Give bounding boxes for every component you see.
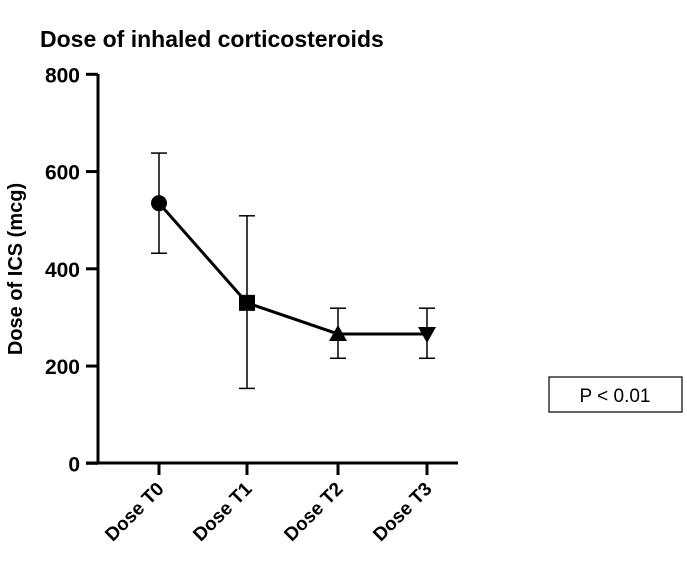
data-point-square [239, 294, 255, 311]
x-tick-label: Dose T0 [101, 479, 168, 546]
x-tick-label: Dose T3 [369, 479, 436, 546]
y-tick-label: 600 [45, 162, 80, 185]
annotation-box [548, 376, 683, 413]
data-point-triangle-up [329, 324, 347, 341]
y-tick-label: 0 [68, 453, 80, 476]
y-tick-label: 200 [45, 356, 80, 379]
series-line [157, 202, 427, 336]
y-tick-label: 400 [45, 259, 80, 282]
annotation-text: P < 0.01 [580, 386, 651, 407]
chart-title: Dose of inhaled corticosteroids [40, 26, 384, 52]
data-point-circle [151, 195, 167, 212]
y-axis-label: Dose of ICS (mcg) [5, 183, 27, 355]
x-tick-label: Dose T1 [189, 478, 256, 545]
data-point-triangle-down [418, 326, 436, 343]
x-tick-label: Dose T2 [280, 479, 347, 546]
y-tick-label: 800 [45, 64, 80, 87]
